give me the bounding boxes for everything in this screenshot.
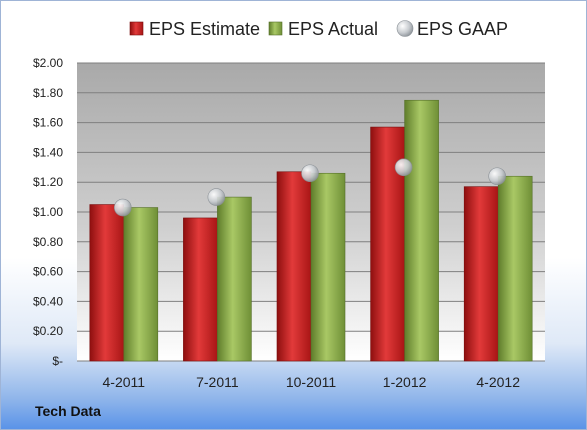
y-tick-label: $2.00 [33, 56, 63, 70]
bar-eps-estimate-4-2012 [463, 186, 499, 362]
point-eps-gaap-4-2012 [488, 167, 506, 186]
x-category-label: 4-2012 [476, 374, 520, 390]
x-category-label: 7-2011 [196, 374, 239, 390]
point-eps-gaap-4-2011 [113, 198, 132, 217]
legend-swatch [396, 20, 414, 37]
bar-eps-actual-7-2011 [217, 196, 252, 362]
point-eps-gaap-1-2012 [394, 158, 413, 177]
y-tick-label: $0.20 [33, 324, 63, 338]
y-tick-label: $1.60 [33, 116, 63, 130]
legend-swatch [268, 21, 283, 36]
y-tick-label: $0.60 [33, 265, 63, 279]
y-tick-label: $0.80 [33, 235, 63, 249]
bar-eps-actual-1-2012 [404, 99, 439, 362]
legend-label: EPS GAAP [417, 19, 508, 39]
y-tick-label: $1.40 [33, 145, 63, 159]
y-tick-label: $1.80 [33, 86, 63, 100]
bar-eps-actual-4-2011 [123, 207, 159, 362]
bar-eps-estimate-10-2011 [276, 171, 312, 362]
bar-eps-estimate-4-2011 [89, 204, 125, 362]
legend-swatch [129, 21, 144, 36]
bar-eps-actual-10-2011 [310, 172, 346, 362]
legend-label: EPS Actual [288, 19, 378, 39]
point-eps-gaap-7-2011 [207, 188, 226, 206]
y-tick-label: $1.00 [33, 205, 63, 219]
x-category-label: 4-2011 [103, 374, 146, 390]
point-eps-gaap-10-2011 [301, 164, 319, 183]
x-category-label: 10-2011 [286, 374, 337, 390]
bar-eps-actual-4-2012 [497, 175, 533, 362]
brand-label: Tech Data [35, 403, 101, 419]
bar-eps-estimate-7-2011 [183, 217, 218, 362]
y-tick-label: $- [52, 354, 63, 368]
y-tick-label: $1.20 [33, 175, 63, 189]
y-tick-label: $0.40 [33, 294, 63, 308]
legend-label: EPS Estimate [149, 19, 260, 39]
x-category-label: 1-2012 [383, 374, 427, 390]
